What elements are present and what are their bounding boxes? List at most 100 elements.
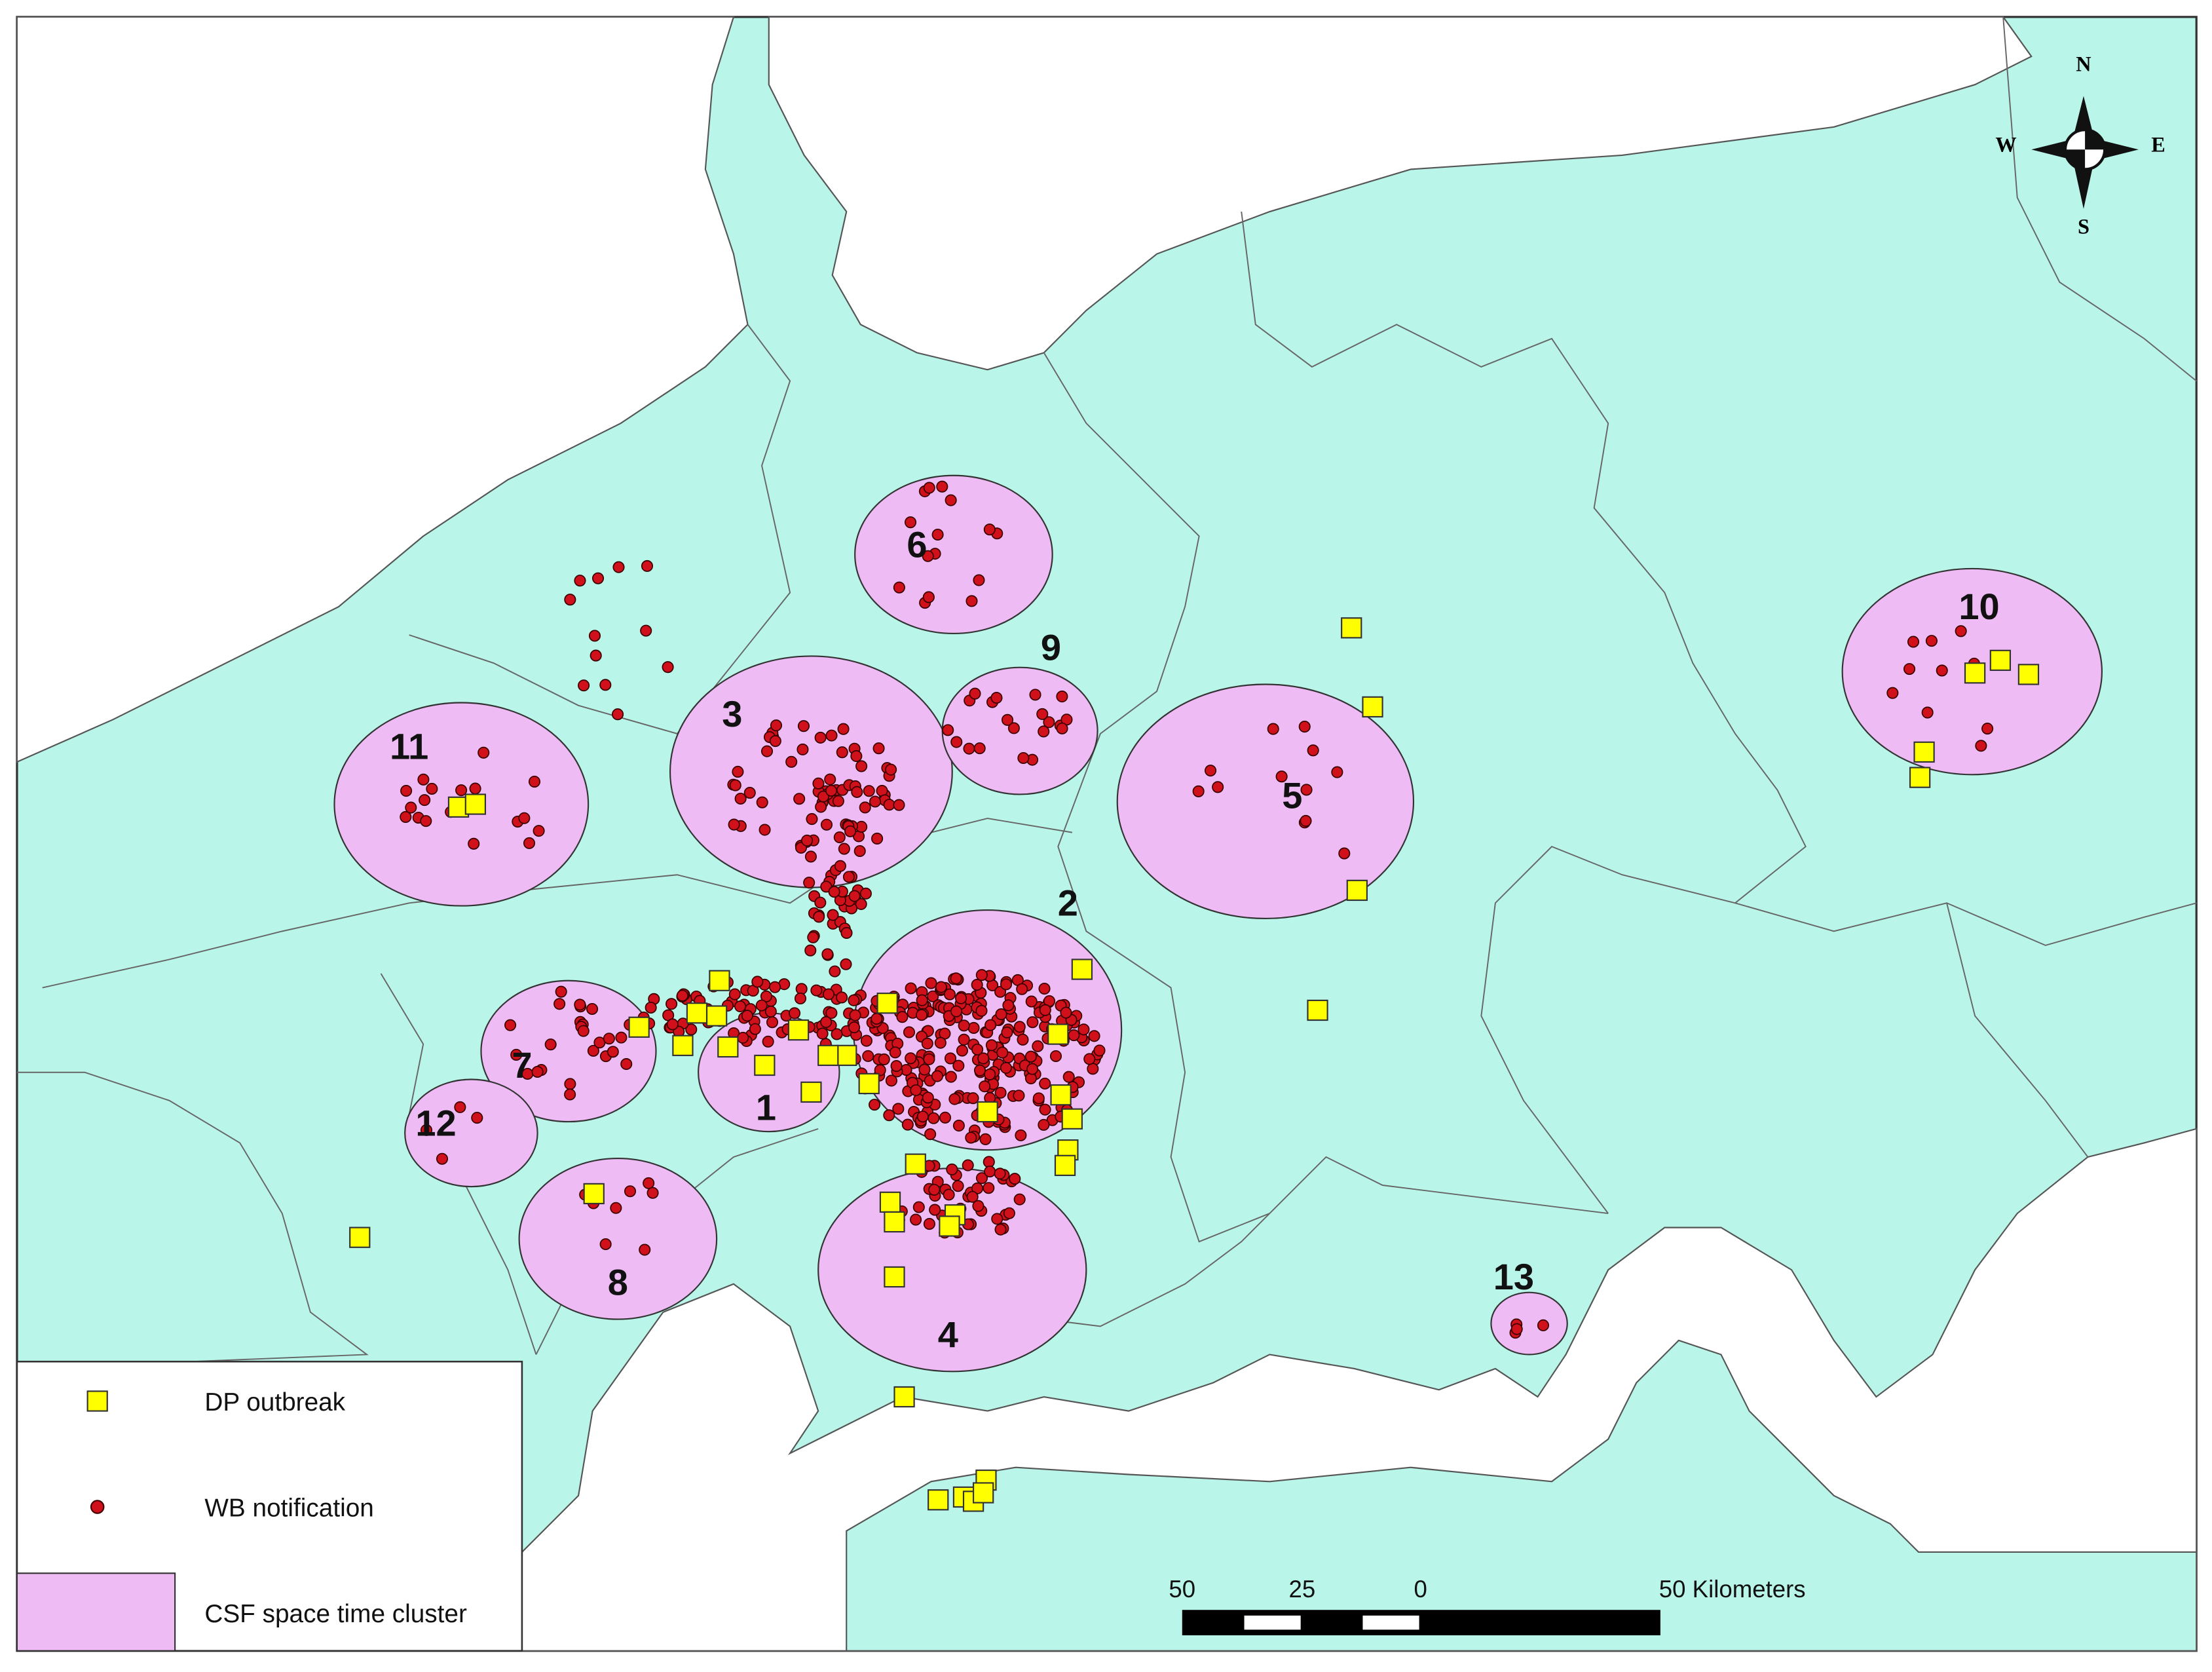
cluster-area <box>518 1158 718 1320</box>
cluster-label: 3 <box>722 693 742 734</box>
wb-dot <box>921 1037 933 1050</box>
wb-dot <box>874 1064 886 1076</box>
wb-dot <box>749 1023 761 1035</box>
wb-dot <box>910 1213 922 1226</box>
wb-dot <box>893 581 905 594</box>
wb-dot <box>1056 690 1068 703</box>
wb-dot <box>762 1035 774 1048</box>
dp-square <box>1989 649 2012 672</box>
dp-square <box>884 1211 905 1233</box>
wb-dot <box>916 1111 929 1123</box>
wb-dot <box>419 794 431 807</box>
wb-dot <box>975 1004 988 1017</box>
wb-dot <box>555 985 567 998</box>
compass-w: W <box>1995 132 2016 156</box>
dp-square <box>1909 767 1931 788</box>
wb-dot <box>645 1001 657 1014</box>
wb-dot <box>544 1038 557 1051</box>
wb-dot <box>822 988 835 1000</box>
wb-dot <box>836 746 848 759</box>
wb-dot <box>893 799 905 811</box>
wb-dot <box>956 1044 968 1057</box>
wb-dot <box>574 575 586 587</box>
wb-dot <box>1032 1092 1045 1105</box>
wb-dot <box>469 782 481 795</box>
wb-dot <box>1192 785 1205 797</box>
wb-dot <box>1078 1023 1090 1036</box>
wb-dot <box>815 801 827 813</box>
wb-dot <box>734 1000 747 1013</box>
wb-dot <box>973 574 985 586</box>
wb-dot <box>806 813 818 826</box>
wb-dot <box>885 1074 897 1087</box>
wb-dot <box>918 1063 931 1076</box>
wb-dot <box>1039 1004 1051 1016</box>
wb-dot <box>824 773 836 786</box>
wb-dot <box>883 1109 895 1122</box>
dp-outbreaks <box>349 617 2040 1512</box>
wb-dot <box>977 1052 990 1065</box>
wb-dot <box>885 763 897 776</box>
wb-dot <box>994 1223 1007 1236</box>
wb-dot <box>1056 722 1068 734</box>
wb-dot <box>925 977 937 989</box>
wb-dot <box>1307 744 1319 757</box>
wb-dot <box>553 998 566 1010</box>
wb-dot <box>599 1238 612 1251</box>
wb-dot <box>1001 1026 1013 1038</box>
wb-dot <box>832 795 844 807</box>
wb-dot <box>939 1111 952 1124</box>
peninsula <box>846 1339 2198 1652</box>
scale-bar-segment <box>1362 1615 1419 1630</box>
wb-dot <box>504 1019 517 1031</box>
wb-dot <box>804 944 817 957</box>
wb-dot <box>405 801 417 814</box>
wb-dot <box>564 594 576 606</box>
wb-dot <box>825 729 838 742</box>
wb-dot <box>984 1019 997 1031</box>
wb-dot <box>944 1052 957 1065</box>
wb-dot <box>1088 1030 1100 1042</box>
wb-dot <box>1038 725 1050 738</box>
compass: N S W E <box>1995 52 2165 238</box>
wb-dot <box>455 784 468 797</box>
wb-dot <box>840 958 852 970</box>
dp-square <box>884 1266 905 1288</box>
wb-dot <box>931 528 944 541</box>
wb-dot <box>807 931 819 943</box>
wb-dot <box>821 948 834 960</box>
wb-dot <box>922 550 934 562</box>
dp-square <box>705 1005 728 1027</box>
wb-dot <box>1903 663 1916 675</box>
wb-dot <box>994 1168 1006 1180</box>
cluster-label: 13 <box>1493 1256 1534 1297</box>
wb-dot <box>890 1060 903 1073</box>
wb-dot <box>1331 766 1343 778</box>
wb-dot <box>1205 765 1217 777</box>
wb-dot <box>639 1244 651 1256</box>
wb-dot <box>797 720 810 732</box>
wb-dot <box>801 834 814 846</box>
wb-dot <box>871 1012 883 1025</box>
wb-dot <box>1093 1044 1106 1057</box>
wb-dot <box>666 1018 679 1031</box>
wb-dot <box>827 909 839 921</box>
dp-square <box>709 970 730 991</box>
wb-dot <box>603 1033 615 1045</box>
wb-dot <box>1013 1021 1026 1033</box>
wb-dot <box>1032 1040 1044 1052</box>
legend-square <box>86 1390 108 1412</box>
dp-square <box>686 1002 708 1024</box>
wb-dot <box>853 845 866 858</box>
scale-label: 50 Kilometers <box>1659 1576 1806 1603</box>
wb-dot <box>943 988 956 1000</box>
wb-dot <box>1537 1319 1550 1331</box>
wb-dot <box>588 630 601 642</box>
wb-dot <box>905 1052 917 1065</box>
wb-dot <box>905 982 917 995</box>
wb-dot <box>969 687 981 700</box>
wb-dot <box>793 793 806 805</box>
wb-dot <box>785 755 798 768</box>
dp-square <box>1913 741 1935 763</box>
wb-dot <box>1029 689 1041 701</box>
